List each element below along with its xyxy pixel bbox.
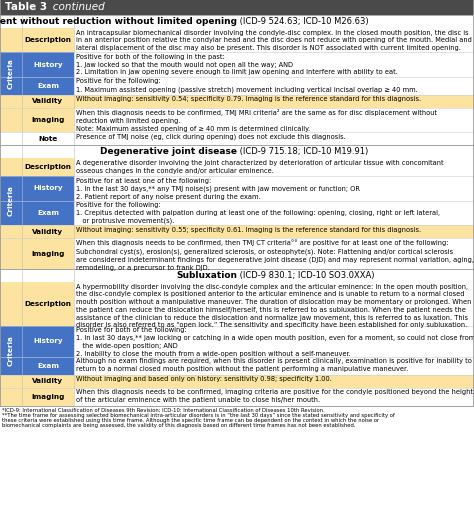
Bar (74, 28, 474, 53)
Bar (74, 53, 474, 77)
Text: Imaging: Imaging (31, 117, 64, 123)
Text: (ICD-9 524.63; ICD-10 M26.63): (ICD-9 524.63; ICD-10 M26.63) (237, 17, 369, 26)
Bar (74, 158, 474, 176)
Bar (74, 225, 474, 238)
Bar (74, 238, 474, 269)
Text: biomechanical complaints are being assessed, the validity of this diagnosis base: biomechanical complaints are being asses… (2, 422, 356, 428)
Bar (0, 145, 474, 158)
Bar (22, 53, 74, 77)
Bar (0, 176, 22, 225)
Bar (0, 53, 22, 95)
Bar (0, 15, 474, 28)
Text: When this diagnosis needs to be confirmed, TMJ MRI criteria² are the same as for: When this diagnosis needs to be confirme… (76, 109, 437, 132)
Text: Validity: Validity (32, 98, 64, 104)
Bar (22, 201, 74, 225)
Text: these criteria were established using this time frame. Although the specific tim: these criteria were established using th… (2, 418, 379, 422)
Bar (22, 176, 74, 201)
Bar (74, 282, 474, 326)
Bar (0, 282, 22, 326)
Bar (74, 375, 474, 388)
Text: (ICD-9 715.18; ICD-10 M19.91): (ICD-9 715.18; ICD-10 M19.91) (237, 147, 368, 156)
Text: Exam: Exam (37, 363, 59, 369)
Bar (22, 326, 74, 357)
Text: A degenerative disorder involving the joint characterized by deterioration of ar: A degenerative disorder involving the jo… (76, 160, 444, 174)
Text: Description: Description (25, 37, 72, 43)
Bar (0, 95, 22, 108)
Bar (0, 0, 474, 15)
Text: Without imaging and based only on history: sensitivity 0.98; specificity 1.00.: Without imaging and based only on histor… (76, 376, 332, 382)
Bar (0, 28, 22, 53)
Text: Criteria: Criteria (8, 58, 14, 89)
Text: Imaging: Imaging (31, 250, 64, 257)
Bar (22, 158, 74, 176)
Text: Validity: Validity (32, 378, 64, 385)
Text: When this diagnosis needs to be confirmed, imaging criteria are positive for the: When this diagnosis needs to be confirme… (76, 389, 473, 403)
Text: Note: Note (38, 136, 58, 142)
Text: Without imaging: sensitivity 0.55; specificity 0.61. Imaging is the reference st: Without imaging: sensitivity 0.55; speci… (76, 227, 421, 232)
Text: Exam: Exam (37, 83, 59, 89)
Text: History: History (33, 62, 63, 68)
Text: Description: Description (25, 164, 72, 170)
Text: An intracapsular biomechanical disorder involving the condyle-disc complex. In t: An intracapsular biomechanical disorder … (76, 29, 472, 51)
Bar (0, 132, 22, 145)
Text: Degenerative joint disease: Degenerative joint disease (100, 147, 237, 156)
Text: (ICD-9 830.1; ICD-10 SO3.0XXA): (ICD-9 830.1; ICD-10 SO3.0XXA) (237, 271, 374, 280)
Bar (74, 95, 474, 108)
Bar (74, 108, 474, 132)
Bar (22, 357, 74, 375)
Bar (0, 225, 22, 238)
Bar (22, 225, 74, 238)
Bar (22, 108, 74, 132)
Text: Disc displacement without reduction without limited opening: Disc displacement without reduction with… (0, 17, 237, 26)
Text: Table 3: Table 3 (5, 3, 47, 13)
Text: Positive for both of the following in the past:
1. Jaw locked so that the mouth : Positive for both of the following in th… (76, 54, 398, 75)
Text: Criteria: Criteria (8, 335, 14, 366)
Text: Criteria: Criteria (8, 185, 14, 216)
Text: Positive for the following:
1. Crepitus detected with palpation during at least : Positive for the following: 1. Crepitus … (76, 202, 440, 224)
Text: A hypermobility disorder involving the disc-condyle complex and the articular em: A hypermobility disorder involving the d… (76, 284, 471, 328)
Text: Exam: Exam (37, 210, 59, 216)
Text: History: History (33, 338, 63, 345)
Text: Positive for the following:
1. Maximum assisted opening (passive stretch) moveme: Positive for the following: 1. Maximum a… (76, 78, 418, 93)
Text: Positive for at least one of the following:
1. In the last 30 days,** any TMJ no: Positive for at least one of the followi… (76, 178, 360, 200)
Bar (0, 108, 22, 132)
Bar (0, 238, 22, 269)
Bar (22, 282, 74, 326)
Bar (0, 388, 22, 406)
Bar (22, 132, 74, 145)
Bar (22, 95, 74, 108)
Text: When this diagnosis needs to be confirmed, then TMJ CT criteria°° are positive f: When this diagnosis needs to be confirme… (76, 240, 474, 270)
Text: Validity: Validity (32, 229, 64, 235)
Text: Without imaging: sensitivity 0.54; specificity 0.79. Imaging is the reference st: Without imaging: sensitivity 0.54; speci… (76, 96, 421, 103)
Bar (22, 375, 74, 388)
Bar (74, 326, 474, 357)
Bar (22, 77, 74, 95)
Bar (0, 269, 474, 282)
Text: *ICD-9: International Classification of Diseases 9th Revision; ICD-10: Internati: *ICD-9: International Classification of … (2, 408, 325, 413)
Text: Positive for both of the following:
1. In last 30 days,** jaw locking or catchin: Positive for both of the following: 1. I… (76, 327, 474, 357)
Bar (0, 158, 22, 176)
Bar (22, 388, 74, 406)
Text: Presence of TMJ noise (eg, click during opening) does not exclude this diagnosis: Presence of TMJ noise (eg, click during … (76, 134, 346, 140)
Text: continued: continued (43, 3, 105, 13)
Text: Although no exam findings are required, when this disorder is present clinically: Although no exam findings are required, … (76, 358, 472, 372)
Bar (22, 238, 74, 269)
Bar (74, 132, 474, 145)
Text: Subluxation: Subluxation (176, 271, 237, 280)
Bar (74, 357, 474, 375)
Bar (74, 388, 474, 406)
Text: Description: Description (25, 301, 72, 307)
Bar (74, 77, 474, 95)
Bar (22, 28, 74, 53)
Bar (74, 201, 474, 225)
Text: History: History (33, 186, 63, 191)
Text: Imaging: Imaging (31, 394, 64, 400)
Text: **The time frame for assessing selected biomechanical intra-articular disorders : **The time frame for assessing selected … (2, 413, 395, 418)
Bar (0, 326, 22, 375)
Bar (0, 375, 22, 388)
Bar (74, 176, 474, 201)
